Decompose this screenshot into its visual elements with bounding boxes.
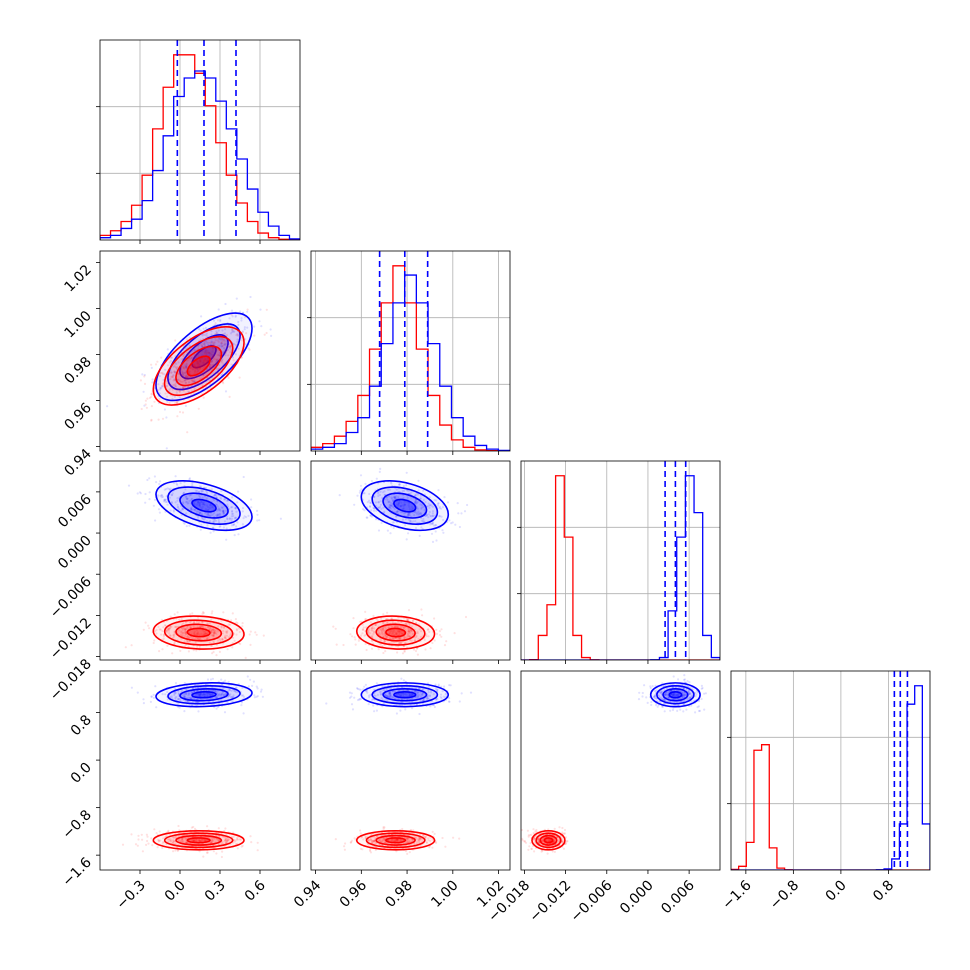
panel-frame xyxy=(520,460,721,661)
x-tick-label: 1.00 xyxy=(428,878,461,911)
x-tick-label: 0.0 xyxy=(162,878,189,905)
panels-layer xyxy=(96,39,931,874)
panel-frame xyxy=(99,670,301,871)
blue-contour xyxy=(393,498,417,513)
x-tick-label: 0.98 xyxy=(383,878,416,911)
y-tick-label: 0.98 xyxy=(61,354,94,387)
red-contour xyxy=(186,627,211,638)
y-tick-label: −0.8 xyxy=(59,807,94,842)
panel-r3-c3 xyxy=(727,670,931,874)
panel-r2-c2 xyxy=(517,460,721,664)
red-contour xyxy=(186,837,211,844)
blue-contour xyxy=(662,688,689,702)
y-tick-label: 0.96 xyxy=(61,400,94,433)
panel-r1-c1 xyxy=(307,250,511,455)
x-tick-label: 0.8 xyxy=(870,878,897,905)
x-tick-label: −0.006 xyxy=(568,877,616,925)
panel-frame xyxy=(99,250,301,452)
blue-contour xyxy=(167,486,241,525)
y-tick-label: 0.0 xyxy=(68,760,95,787)
red-contour xyxy=(152,326,245,406)
red-histogram-step xyxy=(731,744,930,870)
x-tick-label: 0.000 xyxy=(617,878,657,918)
y-tick-label: −1.6 xyxy=(59,855,94,890)
blue-contour xyxy=(191,498,217,513)
panel-r2-c0 xyxy=(96,460,301,664)
y-tick-label: 0.006 xyxy=(55,491,95,531)
blue-contour xyxy=(382,492,428,519)
blue-histogram-step xyxy=(100,70,300,240)
red-contour xyxy=(543,837,554,844)
blue-contour xyxy=(393,690,417,699)
red-contour xyxy=(385,627,407,638)
x-tick-label: 0.6 xyxy=(242,877,269,904)
y-tick-label: 0.8 xyxy=(68,712,95,739)
panel-frame xyxy=(310,670,511,871)
red-histogram-step xyxy=(311,265,510,451)
x-tick-label: 0.96 xyxy=(337,877,370,910)
blue-contour xyxy=(179,688,229,702)
y-tick-label: 0.000 xyxy=(55,533,95,573)
red-contour xyxy=(175,834,223,846)
blue-histogram-step xyxy=(731,685,930,870)
red-contour xyxy=(163,335,234,397)
panel-r2-c1 xyxy=(310,460,511,664)
panel-frame xyxy=(730,670,931,871)
x-tick-label: 0.0 xyxy=(823,878,850,905)
y-tick-label: 1.00 xyxy=(61,308,94,341)
panel-frame xyxy=(99,460,301,661)
x-tick-label: 0.006 xyxy=(658,877,698,917)
red-contour xyxy=(175,623,223,642)
panel-r3-c2 xyxy=(520,670,721,874)
blue-contour xyxy=(155,480,253,532)
red-contour xyxy=(375,834,416,846)
y-tick-label: −0.006 xyxy=(47,574,95,622)
panel-r3-c1 xyxy=(310,670,511,874)
y-tick-label: −0.012 xyxy=(47,615,95,663)
x-tick-label: −1.6 xyxy=(719,877,754,912)
x-tick-label: −0.3 xyxy=(113,878,148,913)
blue-contour xyxy=(360,480,450,532)
panel-frame xyxy=(520,670,721,871)
red-contour xyxy=(539,834,558,846)
blue-contour xyxy=(191,690,217,699)
x-tick-label: −0.012 xyxy=(526,878,574,926)
panel-r1-c0 xyxy=(96,250,301,455)
y-tick-label: 1.02 xyxy=(61,262,94,295)
x-tick-label: −0.8 xyxy=(767,878,802,913)
blue-contour xyxy=(382,688,428,702)
y-tick-label: 0.94 xyxy=(61,446,94,479)
panel-frame xyxy=(310,460,511,661)
y-tick-label: −0.018 xyxy=(47,656,95,704)
blue-histogram-step xyxy=(311,274,510,451)
panel-r0-c0 xyxy=(96,39,301,244)
x-tick-label: 0.3 xyxy=(202,878,229,905)
panel-frame xyxy=(310,250,511,452)
x-tick-label: 0.94 xyxy=(291,877,324,910)
red-contour xyxy=(385,837,407,844)
blue-contour xyxy=(179,492,229,519)
panel-frame xyxy=(99,39,301,241)
blue-contour xyxy=(371,486,439,525)
red-contour xyxy=(175,345,223,387)
red-contour xyxy=(186,355,211,377)
panel-r3-c0 xyxy=(96,670,301,874)
red-contour xyxy=(375,623,416,642)
blue-contour xyxy=(668,690,683,699)
